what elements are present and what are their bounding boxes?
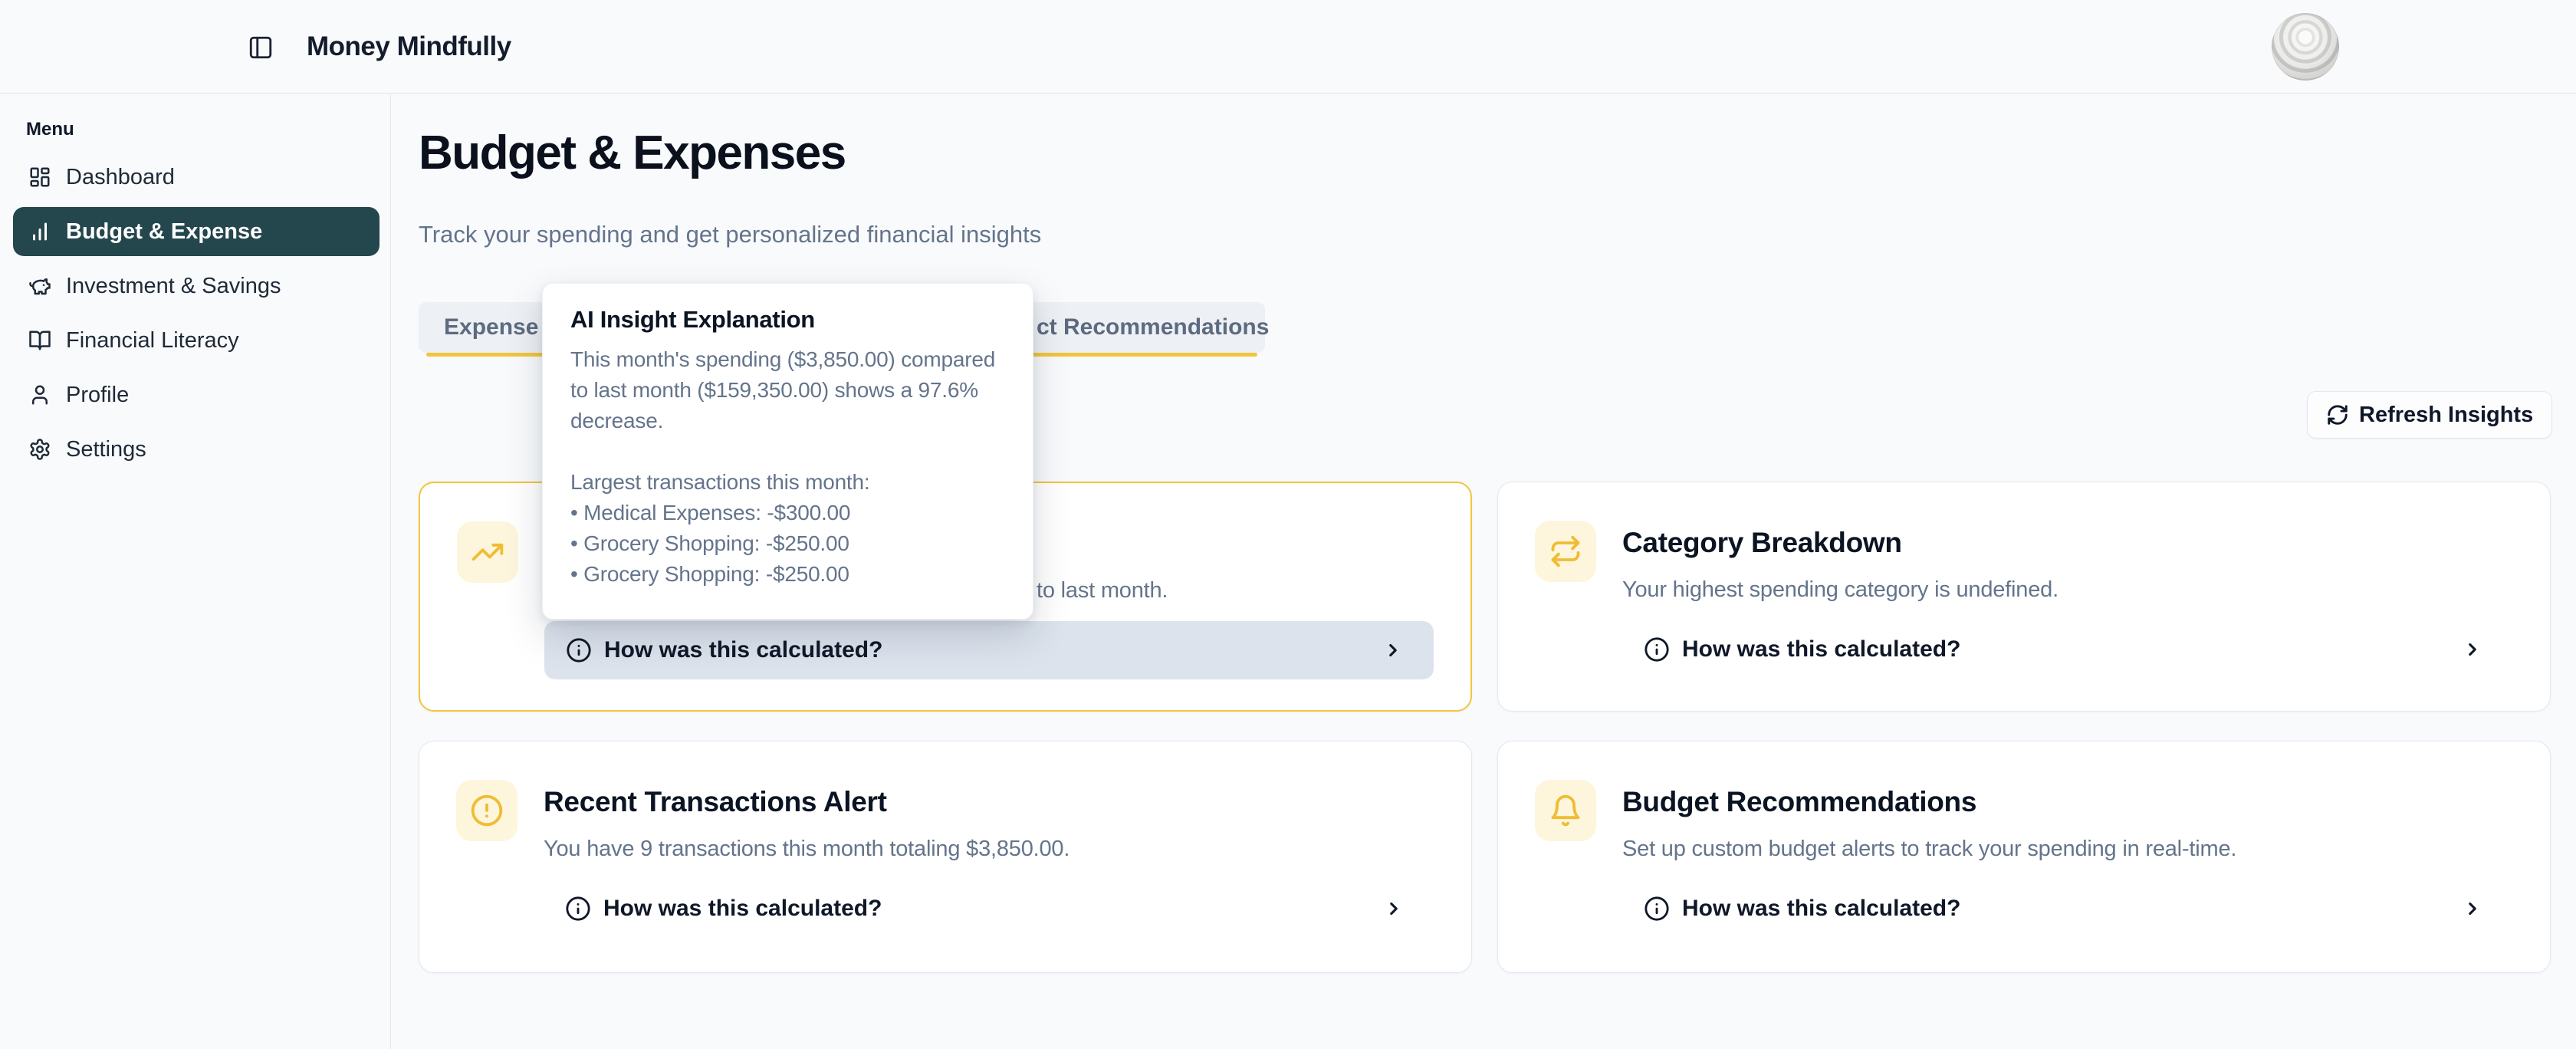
page-title: Budget & Expenses <box>419 127 846 179</box>
user-avatar[interactable] <box>2272 13 2339 81</box>
card-icon-box <box>457 521 518 583</box>
refresh-insights-button[interactable]: Refresh Insights <box>2307 391 2552 439</box>
sidebar: Menu Dashboard Budget & Expense Investme… <box>0 94 391 1049</box>
sidebar-item-profile[interactable]: Profile <box>13 370 380 419</box>
tab-expense-analysis[interactable]: Expense A <box>444 314 561 340</box>
popover-text-line: This month's spending ($3,850.00) compar… <box>570 347 996 371</box>
sidebar-section-label: Menu <box>26 119 74 140</box>
card-title: Category Breakdown <box>1622 527 1902 558</box>
recent-transactions-card: Recent Transactions Alert You have 9 tra… <box>419 741 1472 973</box>
sidebar-item-investment-savings[interactable]: Investment & Savings <box>13 261 380 311</box>
info-icon <box>566 896 590 921</box>
tab-recommendations[interactable]: ct Recommendations <box>1037 314 1270 340</box>
user-icon <box>32 385 48 405</box>
top-header: Money Mindfully <box>0 0 2576 94</box>
card-icon-box <box>456 780 518 841</box>
app-title: Money Mindfully <box>307 31 511 61</box>
popover-text-line: to last month ($159,350.00) shows a 97.6… <box>570 378 978 402</box>
popover-list-line: Largest transactions this month: <box>570 470 870 494</box>
refresh-insights-label: Refresh Insights <box>2359 402 2534 427</box>
card-title: Budget Recommendations <box>1622 786 1977 817</box>
popover-list-line: • Grocery Shopping: -$250.00 <box>570 531 849 555</box>
chevron-right-icon <box>2469 643 2476 656</box>
popover-list-line: • Medical Expenses: -$300.00 <box>570 501 851 524</box>
sidebar-item-label: Profile <box>66 382 130 407</box>
sidebar-item-label: Investment & Savings <box>66 273 281 298</box>
sidebar-item-financial-literacy[interactable]: Financial Literacy <box>13 316 380 365</box>
panel-left-icon <box>249 36 272 59</box>
chevron-right-icon <box>2469 902 2476 916</box>
bell-icon <box>1551 794 1580 827</box>
ai-insight-popover: AI Insight Explanation This month's spen… <box>542 283 1033 620</box>
how-calculated-row[interactable]: How was this calculated? <box>544 621 1434 679</box>
bar-chart-icon <box>33 222 47 241</box>
alert-circle-icon <box>471 794 503 827</box>
chevron-right-icon <box>1389 643 1397 657</box>
trending-up-icon <box>472 543 504 561</box>
sidebar-item-label: Budget & Expense <box>66 219 263 244</box>
sidebar-nav: Dashboard Budget & Expense Investment & … <box>13 153 380 474</box>
popover-title: AI Insight Explanation <box>570 306 815 333</box>
page-subtitle: Track your spending and get personalized… <box>419 221 1042 248</box>
card-icon-box <box>1535 521 1596 582</box>
card-description-fragment: to last month. <box>1037 578 1168 603</box>
how-calculated-label: How was this calculated? <box>1682 896 1961 921</box>
sidebar-item-label: Dashboard <box>66 164 175 189</box>
refresh-icon <box>2328 405 2348 425</box>
piggy-bank-icon <box>29 278 51 295</box>
sidebar-toggle-button[interactable] <box>244 31 278 64</box>
chevron-right-icon <box>1390 902 1398 916</box>
sidebar-item-budget-expense[interactable]: Budget & Expense <box>13 207 380 256</box>
how-calculated-row[interactable]: How was this calculated? <box>1622 620 2513 679</box>
info-icon <box>1644 637 1669 662</box>
book-open-icon <box>29 330 51 350</box>
sidebar-item-settings[interactable]: Settings <box>13 425 380 474</box>
card-description: Set up custom budget alerts to track you… <box>1622 837 2237 861</box>
sidebar-item-label: Settings <box>66 436 146 462</box>
info-icon <box>567 638 591 663</box>
how-calculated-label: How was this calculated? <box>603 896 882 921</box>
how-calculated-label: How was this calculated? <box>1682 636 1961 662</box>
popover-text-line: decrease. <box>570 409 664 432</box>
card-description: Your highest spending category is undefi… <box>1622 577 2058 602</box>
how-calculated-label: How was this calculated? <box>604 637 883 663</box>
info-icon <box>1644 896 1669 921</box>
repeat-icon <box>1551 535 1580 567</box>
sidebar-item-label: Financial Literacy <box>66 327 239 353</box>
popover-list-line: • Grocery Shopping: -$250.00 <box>570 562 849 586</box>
gear-icon <box>30 439 50 460</box>
budget-recommendations-card: Budget Recommendations Set up custom bud… <box>1497 741 2551 973</box>
card-icon-box <box>1535 780 1596 841</box>
main-content: Budget & Expenses Track your spending an… <box>391 94 2576 1049</box>
category-breakdown-card: Category Breakdown Your highest spending… <box>1497 482 2551 712</box>
card-title: Recent Transactions Alert <box>544 786 887 817</box>
how-calculated-row[interactable]: How was this calculated? <box>544 880 1434 938</box>
card-description: You have 9 transactions this month total… <box>544 837 1070 861</box>
sidebar-item-dashboard[interactable]: Dashboard <box>13 153 380 202</box>
how-calculated-row[interactable]: How was this calculated? <box>1622 880 2513 938</box>
dashboard-grid-icon <box>30 167 50 187</box>
